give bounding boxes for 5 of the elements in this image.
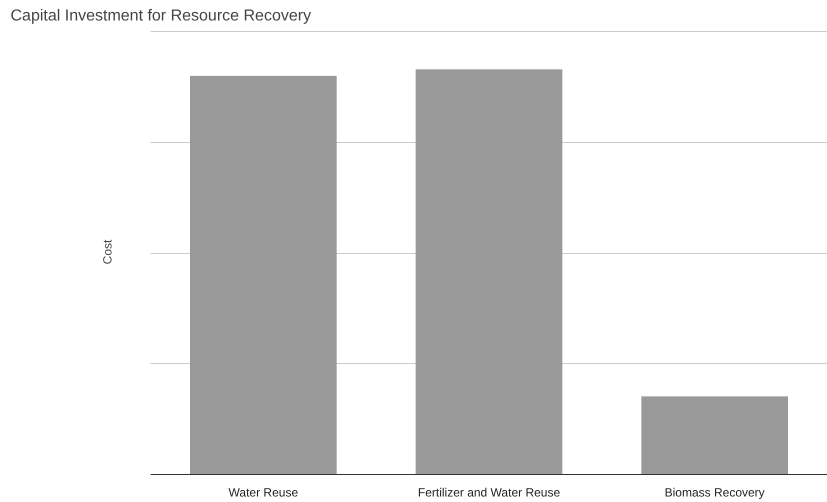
chart-title: Capital Investment for Resource Recovery	[10, 8, 312, 24]
y-axis-title: Cost	[100, 238, 114, 264]
x-tick-label: Water Reuse	[228, 486, 298, 500]
x-tick-label: Fertilizer and Water Reuse	[418, 486, 560, 500]
x-tick-label: Biomass Recovery	[664, 486, 765, 500]
